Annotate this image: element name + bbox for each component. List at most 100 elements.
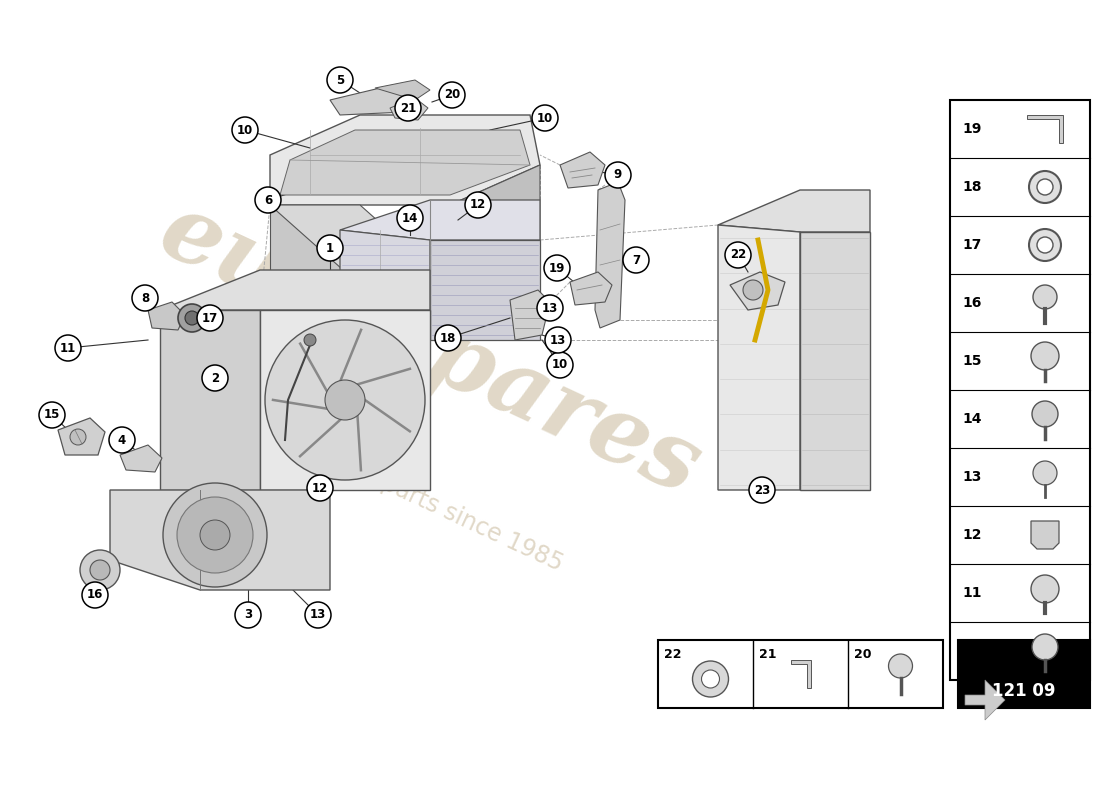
Circle shape [304,334,316,346]
Circle shape [265,320,425,480]
Text: 12: 12 [312,482,328,494]
Circle shape [178,304,206,332]
Circle shape [397,205,424,231]
Circle shape [1037,179,1053,195]
Bar [950,100,1090,680]
Text: 16: 16 [87,589,103,602]
Circle shape [1028,229,1062,261]
Circle shape [537,295,563,321]
Text: 121 09: 121 09 [992,682,1056,700]
Polygon shape [280,130,530,195]
Polygon shape [800,232,870,490]
Circle shape [132,285,158,311]
Circle shape [82,582,108,608]
Text: 19: 19 [962,122,981,136]
Text: 13: 13 [542,302,558,314]
Text: 12: 12 [962,528,981,542]
Circle shape [202,365,228,391]
Circle shape [439,82,465,108]
Text: 18: 18 [440,331,456,345]
Circle shape [1031,575,1059,603]
Circle shape [39,402,65,428]
Text: 12: 12 [470,198,486,211]
Circle shape [255,187,280,213]
Bar [958,640,1090,708]
Polygon shape [148,302,185,330]
Polygon shape [160,270,430,310]
Polygon shape [120,445,162,472]
Polygon shape [270,115,540,205]
Polygon shape [791,660,811,688]
Text: 11: 11 [962,586,981,600]
Bar [658,640,943,708]
Circle shape [163,483,267,587]
Circle shape [90,560,110,580]
Text: 1: 1 [326,242,334,254]
Text: 8: 8 [141,291,150,305]
Circle shape [232,117,258,143]
Text: 20: 20 [854,647,871,661]
Text: 14: 14 [962,412,981,426]
Text: 20: 20 [444,89,460,102]
Circle shape [547,352,573,378]
Text: 16: 16 [962,296,981,310]
Text: 13: 13 [962,470,981,484]
Text: 10: 10 [962,644,981,658]
Circle shape [55,335,81,361]
Text: 14: 14 [402,211,418,225]
Polygon shape [560,152,605,188]
Polygon shape [965,680,1005,720]
Circle shape [1028,171,1062,203]
Circle shape [544,327,571,353]
Circle shape [749,477,775,503]
Polygon shape [430,240,540,340]
Circle shape [305,602,331,628]
Circle shape [434,325,461,351]
Text: 13: 13 [550,334,566,346]
Circle shape [465,192,491,218]
Circle shape [395,95,421,121]
Circle shape [1033,285,1057,309]
Text: 4: 4 [118,434,127,446]
Circle shape [532,105,558,131]
Circle shape [889,654,913,678]
Text: eurospares: eurospares [145,186,714,514]
Polygon shape [730,272,785,310]
Circle shape [702,670,719,688]
Circle shape [742,280,763,300]
Circle shape [307,475,333,501]
Circle shape [725,242,751,268]
Polygon shape [718,225,800,490]
Circle shape [185,311,199,325]
Text: 18: 18 [962,180,981,194]
Polygon shape [270,205,450,285]
Circle shape [109,427,135,453]
Text: 5: 5 [336,74,344,86]
Text: 22: 22 [730,249,746,262]
Circle shape [200,520,230,550]
Polygon shape [1031,521,1059,549]
Text: 23: 23 [754,483,770,497]
Text: 17: 17 [202,311,218,325]
Text: 13: 13 [310,609,326,622]
Polygon shape [718,190,870,232]
Circle shape [80,550,120,590]
Circle shape [1032,634,1058,660]
Circle shape [70,429,86,445]
Text: 15: 15 [962,354,981,368]
Circle shape [177,497,253,573]
Polygon shape [340,230,430,340]
Polygon shape [510,290,550,340]
Circle shape [197,305,223,331]
Circle shape [544,255,570,281]
Polygon shape [1027,115,1063,143]
Polygon shape [260,310,430,490]
Text: 6: 6 [264,194,272,206]
Polygon shape [595,182,625,328]
Circle shape [324,380,365,420]
Polygon shape [270,205,360,285]
Text: 21: 21 [400,102,416,114]
Text: 17: 17 [962,238,981,252]
Polygon shape [450,165,540,285]
Text: 3: 3 [244,609,252,622]
